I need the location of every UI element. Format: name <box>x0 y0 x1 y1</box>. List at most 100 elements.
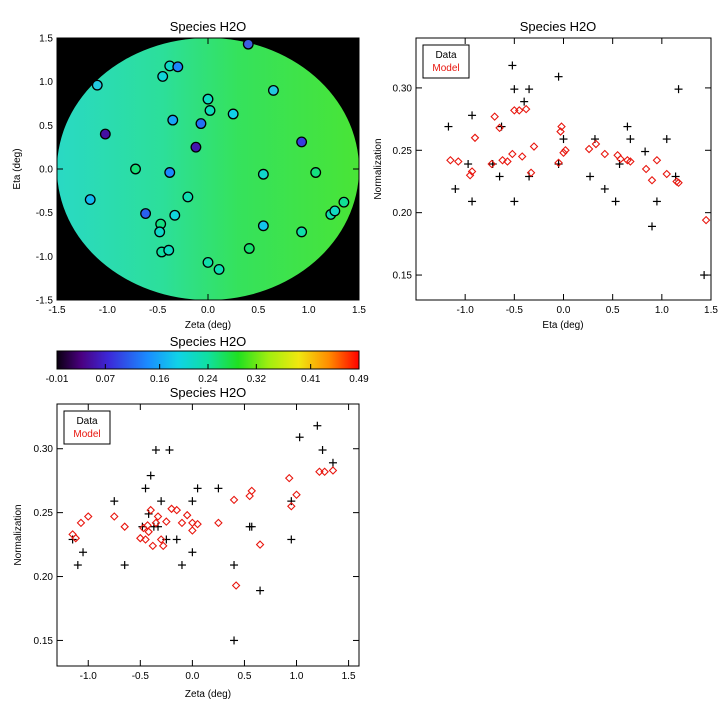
map-point <box>163 244 175 256</box>
data-point <box>165 446 174 455</box>
colorbar-tick-label: 0.16 <box>150 374 170 385</box>
map-disc <box>57 38 359 300</box>
eta-title: Species H2O <box>520 19 597 34</box>
x-tick-label: 0.5 <box>606 305 620 316</box>
data-point <box>318 446 327 455</box>
colorbar-tick-label: 0.24 <box>198 374 218 385</box>
x-tick-label: -1.0 <box>457 305 475 316</box>
eta-legend-data: Data <box>435 50 457 61</box>
model-point <box>561 146 570 155</box>
model-point <box>188 526 197 535</box>
model-point <box>109 512 119 521</box>
zeta-legend <box>63 410 111 445</box>
model-point <box>495 123 504 133</box>
colorbar-panel: Species H2O -0.01 0.07 0.16 0.24 0.32 0.41 0.4… <box>46 334 370 385</box>
model-point <box>136 533 145 543</box>
x-tick-label: 1.0 <box>302 305 316 316</box>
map-point <box>338 196 350 208</box>
data-point <box>162 535 171 544</box>
zeta-legend-model: Model <box>73 429 100 440</box>
map-point <box>140 208 152 219</box>
model-point <box>487 159 496 169</box>
map-x-label: Zeta (deg) <box>185 320 231 331</box>
model-point <box>674 178 683 188</box>
model-point <box>454 157 463 166</box>
data-point <box>287 535 296 544</box>
data-point <box>188 497 197 506</box>
model-point <box>247 486 257 496</box>
model-point <box>292 490 301 500</box>
data-point <box>157 497 166 506</box>
model-point <box>214 518 223 528</box>
x-tick-label: 0.0 <box>185 671 199 682</box>
model-point <box>287 501 296 511</box>
model-point <box>162 517 171 526</box>
data-point <box>623 122 632 131</box>
map-point <box>164 167 176 178</box>
x-tick-label: 0.5 <box>251 305 265 316</box>
model-point <box>652 155 662 165</box>
zeta-points <box>68 421 338 645</box>
zeta-x-label: Zeta (deg) <box>185 689 231 700</box>
map-point <box>130 163 141 175</box>
map-point <box>84 194 96 206</box>
zeta-y-label: Normalization <box>13 504 24 565</box>
model-point <box>167 504 176 514</box>
data-point <box>586 172 595 181</box>
model-point <box>320 467 329 477</box>
y-tick-label: 0.15 <box>34 636 54 647</box>
map-y-label: Eta (deg) <box>12 148 23 189</box>
y-tick-label: 1.5 <box>39 34 53 45</box>
data-point <box>451 184 460 193</box>
eta-y-ticks: 0.15 0.20 0.25 0.30 <box>393 83 711 282</box>
x-tick-label: 1.0 <box>655 305 669 316</box>
map-point <box>310 167 322 178</box>
eta-panel: Species H2O -1.0 -0.5 0.0 0.5 1.0 1.5 0.15 0.2… <box>373 19 718 331</box>
model-point <box>521 104 531 114</box>
y-tick-label: 0.30 <box>34 444 54 455</box>
map-point <box>190 141 202 153</box>
data-point <box>287 497 296 506</box>
model-point <box>526 168 536 178</box>
colorbar-tick-label: 0.32 <box>247 374 267 385</box>
data-point <box>151 446 160 455</box>
zeta-y-ticks: 0.15 0.20 0.25 0.30 <box>34 444 359 647</box>
model-point <box>284 473 294 483</box>
model-point <box>490 112 499 121</box>
data-point <box>626 135 635 144</box>
x-tick-label: 0.0 <box>557 305 571 316</box>
data-point <box>662 135 671 144</box>
data-point <box>79 548 88 557</box>
model-point <box>503 157 512 166</box>
model-point <box>626 157 635 166</box>
eta-x-ticks: -1.0 -0.5 0.0 0.5 1.0 1.5 <box>457 38 718 316</box>
map-point <box>157 70 169 82</box>
data-point <box>110 497 119 506</box>
data-point <box>468 197 477 206</box>
model-point <box>177 518 187 528</box>
model-point <box>514 106 524 115</box>
data-point <box>73 561 82 570</box>
x-tick-label: 1.0 <box>290 671 304 682</box>
data-point <box>295 433 304 442</box>
x-tick-label: -1.0 <box>80 671 98 682</box>
model-point <box>510 106 519 115</box>
model-point <box>446 155 455 165</box>
data-point <box>230 636 239 645</box>
data-point <box>554 72 563 81</box>
data-point <box>193 484 202 493</box>
x-tick-label: 1.5 <box>704 305 718 316</box>
data-point <box>559 135 568 144</box>
data-point <box>641 147 650 156</box>
model-point <box>76 518 86 528</box>
data-point <box>68 535 77 544</box>
zeta-x-ticks: -1.0 -0.5 0.0 0.5 1.0 1.5 <box>80 404 356 682</box>
x-tick-label: -0.5 <box>149 305 167 316</box>
model-point <box>172 505 182 515</box>
data-point <box>141 484 150 493</box>
eta-legend <box>422 44 470 79</box>
y-tick-label: 0.20 <box>393 208 413 219</box>
map-point <box>195 118 207 130</box>
data-point <box>674 85 683 94</box>
